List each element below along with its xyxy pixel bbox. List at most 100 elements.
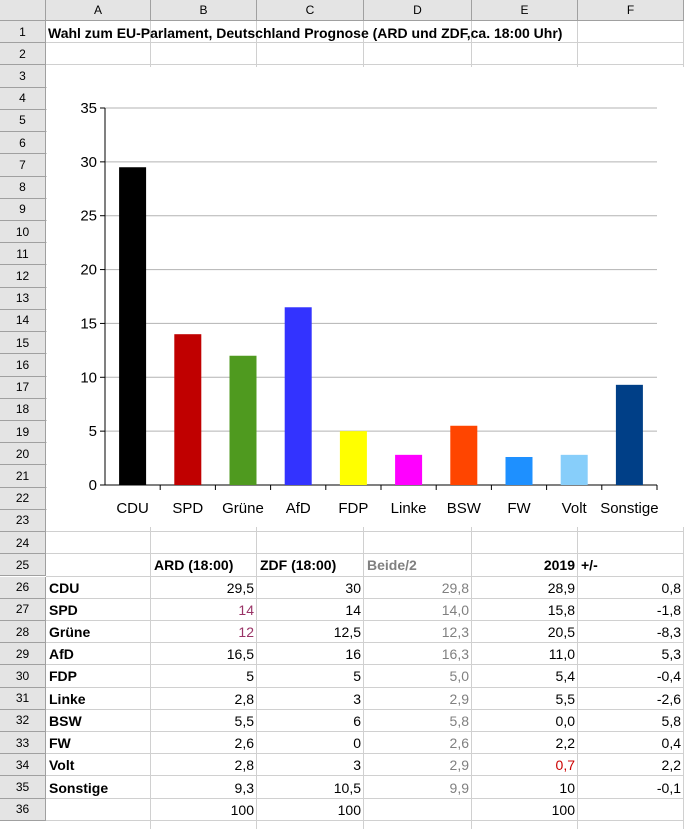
column-header-c[interactable]: C [257, 0, 364, 21]
value-cell[interactable]: 29,8 [441, 579, 469, 596]
value-cell[interactable]: 0,7 [555, 757, 575, 774]
row-header-21[interactable]: 21 [0, 465, 46, 488]
value-cell[interactable]: 12,3 [441, 624, 469, 641]
row-header-17[interactable]: 17 [0, 376, 46, 399]
party-name-cell[interactable]: AfD [49, 646, 74, 663]
row-header-28[interactable]: 28 [0, 620, 46, 644]
row-header-19[interactable]: 19 [0, 420, 46, 444]
value-cell[interactable]: 0,0 [555, 712, 575, 729]
value-cell[interactable]: 3 [353, 690, 361, 707]
row-header-32[interactable]: 32 [0, 709, 46, 733]
value-cell[interactable]: 0,8 [661, 579, 681, 596]
value-cell[interactable]: 5,3 [661, 646, 681, 663]
value-cell[interactable]: 2,8 [234, 690, 254, 707]
value-cell[interactable]: 9,9 [449, 779, 469, 796]
column-header-e[interactable]: E [472, 0, 578, 21]
row-header-12[interactable]: 12 [0, 265, 46, 288]
party-name-cell[interactable]: Linke [49, 690, 86, 707]
row-header-15[interactable]: 15 [0, 332, 46, 355]
value-cell[interactable]: 10,5 [333, 779, 361, 796]
header-cell[interactable]: +/- [581, 557, 598, 574]
value-cell[interactable]: -8,3 [656, 624, 681, 641]
value-cell[interactable]: 5,5 [234, 712, 254, 729]
party-name-cell[interactable]: Sonstige [49, 779, 109, 796]
row-header-1[interactable]: 1 [0, 21, 46, 44]
value-cell[interactable]: 2,6 [234, 735, 254, 752]
row-header-20[interactable]: 20 [0, 443, 46, 466]
value-cell[interactable]: 12,5 [333, 624, 361, 641]
value-cell[interactable]: 16,5 [226, 646, 254, 663]
value-cell[interactable]: 14 [238, 601, 254, 618]
row-header-10[interactable]: 10 [0, 220, 46, 244]
row-header-30[interactable]: 30 [0, 665, 46, 688]
value-cell[interactable]: -0,1 [656, 779, 681, 796]
row-header-25[interactable]: 25 [0, 554, 46, 577]
header-cell[interactable]: 2019 [543, 557, 575, 574]
party-name-cell[interactable]: Volt [49, 757, 75, 774]
row-header-29[interactable]: 29 [0, 643, 46, 666]
value-cell[interactable]: 2,2 [555, 735, 575, 752]
total-cell[interactable]: 100 [551, 801, 575, 818]
value-cell[interactable]: 20,5 [547, 624, 575, 641]
value-cell[interactable]: 5,4 [555, 668, 575, 685]
value-cell[interactable]: 10 [559, 779, 575, 796]
value-cell[interactable]: 16 [345, 646, 361, 663]
row-header-36[interactable]: 36 [0, 798, 46, 821]
party-name-cell[interactable]: CDU [49, 579, 80, 596]
header-cell[interactable]: ARD (18:00) [154, 557, 234, 574]
row-header-26[interactable]: 26 [0, 576, 46, 599]
value-cell[interactable]: 14,0 [441, 601, 469, 618]
row-header-23[interactable]: 23 [0, 509, 46, 533]
value-cell[interactable]: 2,6 [449, 735, 469, 752]
value-cell[interactable]: 5,8 [449, 712, 469, 729]
row-header-27[interactable]: 27 [0, 598, 46, 621]
row-header-22[interactable]: 22 [0, 487, 46, 510]
value-cell[interactable]: 9,3 [234, 779, 254, 796]
party-name-cell[interactable]: SPD [49, 601, 78, 618]
value-cell[interactable]: 14 [345, 601, 361, 618]
column-header-d[interactable]: D [364, 0, 472, 21]
row-header-9[interactable]: 9 [0, 198, 46, 221]
value-cell[interactable]: 3 [353, 757, 361, 774]
column-header-a[interactable]: A [46, 0, 151, 21]
value-cell[interactable]: 2,8 [234, 757, 254, 774]
value-cell[interactable]: -2,6 [656, 690, 681, 707]
value-cell[interactable]: 2,2 [661, 757, 681, 774]
row-header-3[interactable]: 3 [0, 65, 46, 88]
row-header-33[interactable]: 33 [0, 732, 46, 755]
chart-area[interactable]: 0 5 10 15 20 25 30 35 CDU SPD Grüne AfD FDP Linke BSW F… [47, 67, 684, 527]
row-header-13[interactable]: 13 [0, 287, 46, 310]
row-header-35[interactable]: 35 [0, 776, 46, 799]
value-cell[interactable]: 16,3 [441, 646, 469, 663]
value-cell[interactable]: -0,4 [656, 668, 681, 685]
value-cell[interactable]: 5 [246, 668, 254, 685]
party-name-cell[interactable]: BSW [49, 712, 82, 729]
row-header-11[interactable]: 11 [0, 243, 46, 266]
row-header-24[interactable]: 24 [0, 532, 46, 555]
row-header-4[interactable]: 4 [0, 87, 46, 110]
header-cell[interactable]: Beide/2 [367, 557, 417, 574]
row-header-16[interactable]: 16 [0, 354, 46, 377]
column-header-b[interactable]: B [151, 0, 257, 21]
header-cell[interactable]: ZDF (18:00) [260, 557, 337, 574]
value-cell[interactable]: 2,9 [449, 757, 469, 774]
total-cell[interactable]: 100 [230, 801, 254, 818]
value-cell[interactable]: -1,8 [656, 601, 681, 618]
value-cell[interactable]: 0 [353, 735, 361, 752]
row-header-6[interactable]: 6 [0, 132, 46, 155]
value-cell[interactable]: 30 [345, 579, 361, 596]
value-cell[interactable]: 28,9 [547, 579, 575, 596]
row-header-31[interactable]: 31 [0, 687, 46, 710]
value-cell[interactable]: 12 [238, 624, 254, 641]
column-header-f[interactable]: F [578, 0, 684, 21]
party-name-cell[interactable]: FW [49, 735, 71, 752]
value-cell[interactable]: 5,8 [661, 712, 681, 729]
row-header-7[interactable]: 7 [0, 154, 46, 177]
value-cell[interactable]: 15,8 [547, 601, 575, 618]
value-cell[interactable]: 29,5 [226, 579, 254, 596]
row-header-14[interactable]: 14 [0, 309, 46, 333]
total-cell[interactable]: 100 [337, 801, 361, 818]
select-all-corner[interactable] [0, 0, 46, 21]
row-header-34[interactable]: 34 [0, 754, 46, 777]
value-cell[interactable]: 5,5 [555, 690, 575, 707]
